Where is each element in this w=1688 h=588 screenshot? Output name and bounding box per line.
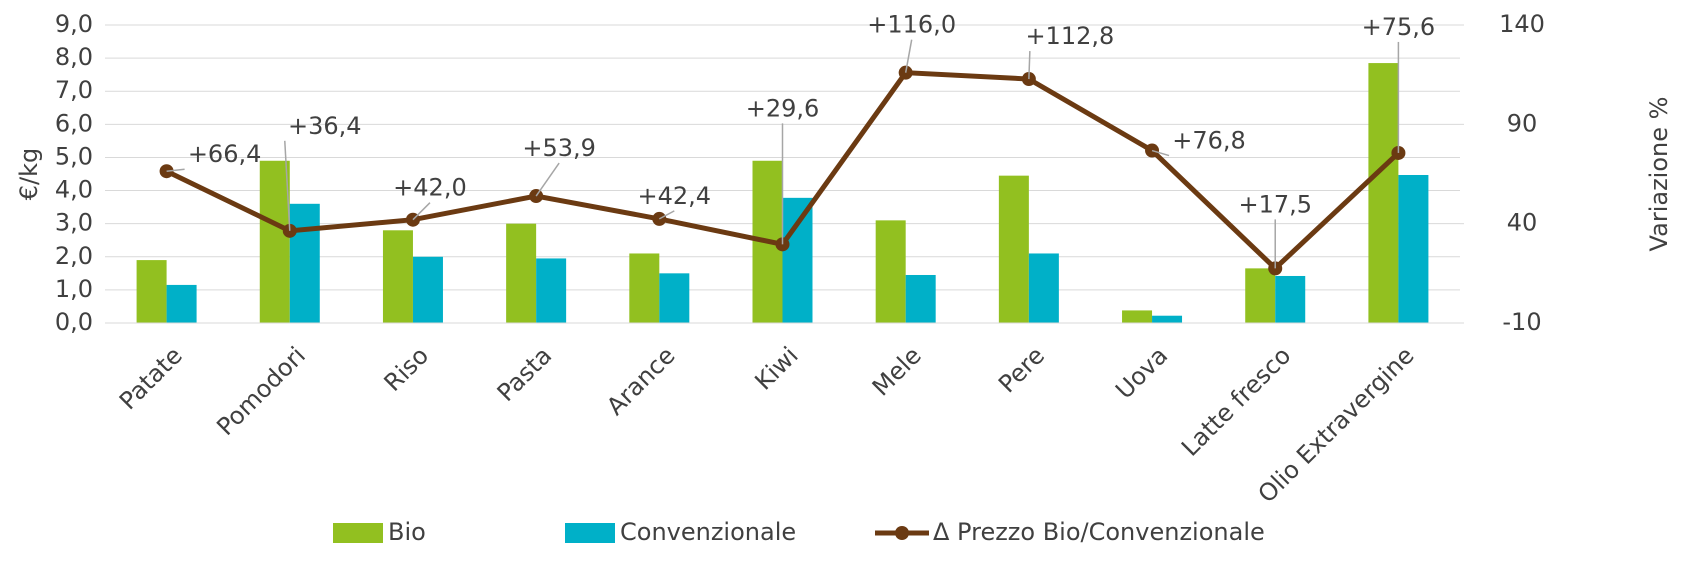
x-tick-label: Kiwi (749, 341, 803, 395)
x-tick-label: Pasta (492, 341, 558, 407)
y-tick-label: 6,0 (55, 109, 93, 137)
leader-line (284, 140, 291, 231)
y-axis-label: €/kg (15, 148, 43, 201)
data-label: +76,8 (1172, 127, 1246, 155)
data-label: +112,8 (1025, 22, 1114, 50)
leader-line (166, 168, 185, 172)
bar (1275, 275, 1306, 323)
x-tick-label: Pere (993, 341, 1050, 398)
y-tick-label: 9,0 (55, 10, 93, 38)
y-tick-label: 0,0 (55, 308, 93, 336)
bar (629, 253, 660, 323)
y-tick-label: 7,0 (55, 76, 93, 104)
legend-label: Convenzionale (620, 518, 796, 546)
leader-line (658, 210, 675, 220)
data-label: +66,4 (188, 140, 262, 168)
leader-line (535, 162, 560, 197)
data-label: +42,4 (638, 182, 712, 210)
bar (289, 203, 320, 323)
x-tick-label: Pomodori (211, 341, 311, 441)
x-tick-label: Patate (114, 341, 188, 415)
bar (1245, 268, 1276, 323)
x-tick-label: Mele (867, 341, 927, 401)
data-label: +53,9 (522, 134, 596, 162)
bar (506, 223, 537, 323)
y-tick-label: 1,0 (55, 275, 93, 303)
bar (875, 220, 906, 323)
x-tick-label: Latte fresco (1176, 341, 1296, 461)
y-tick-label: 5,0 (55, 142, 93, 170)
leader-line (904, 39, 913, 73)
y-tick-label: 3,0 (55, 209, 93, 237)
bar (166, 284, 197, 323)
data-label: +29,6 (746, 94, 820, 122)
y-tick-label: 2,0 (55, 242, 93, 270)
y2-axis-label: Variazione % (1645, 97, 1673, 252)
bar (1368, 63, 1399, 323)
x-tick-label: Arance (601, 341, 680, 420)
x-tick-label: Uova (1110, 341, 1173, 404)
leader-line (412, 202, 431, 221)
y-tick-label: 4,0 (55, 176, 93, 204)
bar (1152, 315, 1183, 323)
bar (998, 175, 1029, 323)
y2-tick-label: 90 (1507, 109, 1538, 137)
y2-tick-label: 140 (1499, 10, 1545, 38)
bar (412, 256, 443, 323)
bar (782, 197, 813, 323)
bar (1028, 253, 1059, 323)
legend-swatch (565, 523, 615, 543)
x-tick-label: Riso (379, 341, 435, 397)
leader-line (1028, 51, 1031, 80)
bar (1398, 174, 1429, 323)
bar (382, 230, 413, 323)
bar (1122, 310, 1153, 323)
data-label: +36,4 (288, 112, 362, 140)
legend-swatch (333, 523, 383, 543)
y2-tick-label: -10 (1502, 308, 1541, 336)
y-tick-label: 8,0 (55, 43, 93, 71)
legend-swatch-point (895, 526, 909, 540)
bar (659, 273, 690, 323)
legend-label: Δ Prezzo Bio/Convenzionale (933, 518, 1265, 546)
y2-tick-label: 40 (1507, 209, 1538, 237)
data-label: +116,0 (867, 11, 956, 39)
bar (136, 260, 167, 323)
bar (536, 258, 567, 323)
data-label: +75,6 (1362, 13, 1436, 41)
legend-label: Bio (388, 518, 426, 546)
bar (259, 160, 290, 323)
bar (905, 274, 936, 323)
data-label: +42,0 (393, 174, 467, 202)
leader-line (1151, 149, 1170, 157)
data-label: +17,5 (1238, 190, 1312, 218)
